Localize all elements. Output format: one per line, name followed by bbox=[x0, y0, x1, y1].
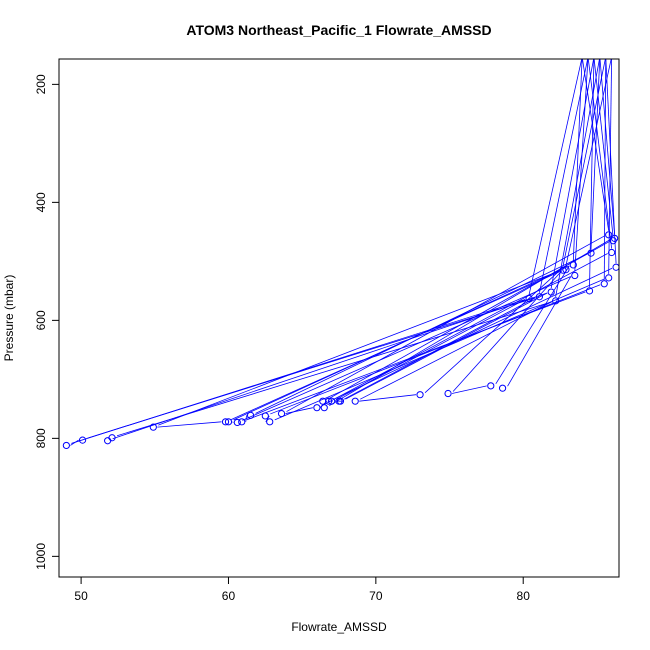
data-point bbox=[605, 231, 613, 239]
profile-segment bbox=[359, 394, 417, 402]
profile-segment bbox=[452, 270, 563, 392]
profile-segment bbox=[360, 301, 552, 400]
y-tick-label: 800 bbox=[34, 428, 48, 448]
x-tick-label: 70 bbox=[369, 589, 383, 603]
profile-segment bbox=[555, 59, 600, 297]
data-point bbox=[547, 288, 555, 296]
data-point bbox=[328, 397, 336, 405]
profile-segment bbox=[572, 59, 583, 261]
profile-segment bbox=[336, 299, 526, 400]
profile-segment bbox=[582, 59, 610, 231]
data-point bbox=[336, 397, 345, 405]
profile-segment bbox=[242, 276, 571, 421]
x-tick-label: 50 bbox=[74, 589, 88, 603]
data-point bbox=[261, 412, 269, 420]
profile-segment bbox=[270, 284, 601, 415]
x-axis-label: Flowrate_AMSSD bbox=[291, 620, 387, 634]
x-tick-label: 80 bbox=[517, 589, 531, 603]
profile-segment bbox=[590, 59, 601, 250]
profile-segment bbox=[70, 439, 79, 446]
profile-segment bbox=[333, 267, 613, 400]
data-point bbox=[108, 434, 116, 442]
data-point bbox=[325, 397, 333, 405]
y-axis-label: Pressure (mbar) bbox=[2, 275, 16, 362]
profile-segment bbox=[507, 276, 572, 387]
profile-segment bbox=[562, 59, 606, 267]
profile-segment bbox=[321, 253, 608, 407]
data-point bbox=[62, 441, 70, 450]
data-point bbox=[605, 274, 613, 282]
data-point bbox=[246, 411, 255, 419]
data-point bbox=[587, 249, 595, 257]
data-points bbox=[62, 231, 619, 450]
data-point bbox=[487, 382, 495, 390]
chart-title: ATOM3 Northeast_Pacific_1 Flowrate_AMSSD bbox=[186, 22, 491, 38]
data-point bbox=[416, 391, 424, 399]
data-point bbox=[571, 271, 579, 280]
data-point bbox=[610, 234, 619, 242]
profile-segment bbox=[451, 385, 487, 394]
profile-segment bbox=[157, 421, 222, 428]
profile-segment bbox=[424, 270, 560, 393]
data-point bbox=[444, 389, 452, 398]
data-point bbox=[277, 409, 286, 418]
data-point bbox=[221, 418, 230, 426]
profile-segment bbox=[589, 59, 595, 287]
y-tick-label: 400 bbox=[34, 192, 48, 212]
profile-segment bbox=[528, 59, 583, 295]
profile-segment bbox=[245, 415, 247, 422]
data-point bbox=[535, 293, 544, 301]
data-point bbox=[600, 280, 608, 288]
data-point bbox=[224, 418, 233, 426]
profile-segment bbox=[599, 59, 615, 235]
profile-segment bbox=[550, 59, 594, 289]
profile-segment bbox=[87, 297, 536, 439]
data-point bbox=[320, 404, 328, 412]
profile-segment bbox=[565, 59, 612, 266]
data-point bbox=[313, 404, 321, 412]
profile-segment bbox=[605, 59, 617, 264]
profile-segment bbox=[255, 253, 588, 414]
profile-segment bbox=[587, 59, 613, 249]
plot-area bbox=[62, 59, 619, 450]
profile-segment bbox=[285, 407, 313, 414]
data-point bbox=[78, 436, 87, 444]
data-point bbox=[351, 397, 359, 405]
x-axis: 50 60 70 80 bbox=[74, 576, 531, 603]
profile-segment bbox=[603, 59, 607, 280]
data-point bbox=[559, 266, 567, 274]
profile-lines bbox=[70, 59, 617, 446]
y-tick-label: 600 bbox=[34, 310, 48, 330]
y-tick-label: 1000 bbox=[34, 543, 48, 570]
profile-segment bbox=[158, 270, 560, 426]
data-point bbox=[498, 384, 507, 392]
data-point bbox=[525, 294, 533, 303]
data-point bbox=[149, 423, 157, 431]
data-point bbox=[552, 297, 560, 305]
data-point bbox=[585, 287, 594, 295]
x-tick-label: 60 bbox=[222, 589, 236, 603]
data-point bbox=[104, 437, 112, 445]
profile-segment bbox=[343, 297, 536, 400]
data-point bbox=[562, 266, 570, 274]
data-point bbox=[233, 418, 241, 427]
y-axis: 200 400 600 800 1000 bbox=[34, 74, 60, 570]
y-tick-label: 200 bbox=[34, 74, 48, 94]
profile-segment bbox=[286, 235, 605, 412]
profile-segment bbox=[495, 265, 570, 385]
profile-segment bbox=[232, 421, 234, 423]
profile-segment bbox=[345, 292, 548, 400]
data-point bbox=[608, 248, 616, 257]
profile-segment bbox=[539, 59, 589, 293]
profile-segment bbox=[574, 59, 589, 272]
data-point bbox=[612, 263, 619, 271]
data-point bbox=[569, 261, 577, 269]
plot-frame bbox=[58, 58, 620, 578]
profile-segment bbox=[593, 59, 614, 237]
data-point bbox=[266, 418, 274, 426]
data-point bbox=[238, 418, 246, 426]
